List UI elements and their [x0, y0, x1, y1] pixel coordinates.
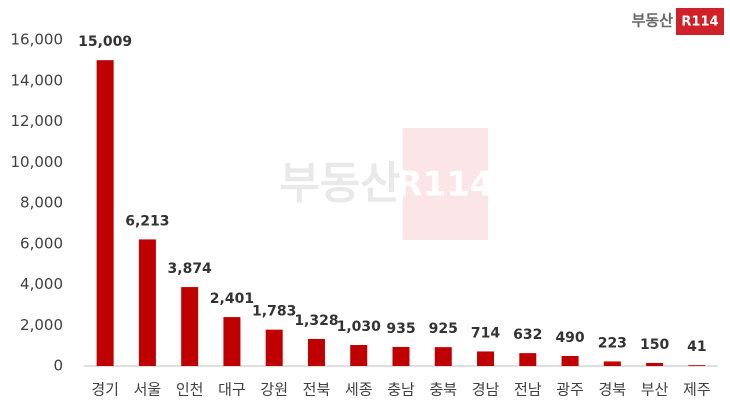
x-tick-label: 경남 — [472, 381, 500, 399]
bar — [603, 361, 621, 366]
x-tick-label: 서울 — [134, 381, 162, 399]
value-label: 2,401 — [210, 291, 254, 307]
x-tick-label: 광주 — [556, 381, 584, 399]
watermark-badge — [403, 128, 488, 240]
x-tick-label: 충남 — [387, 381, 415, 399]
bar — [519, 353, 537, 366]
watermark-badge-text: R114 — [396, 165, 493, 205]
watermark-text: 부동산 — [279, 158, 400, 209]
bar — [223, 317, 241, 366]
logo-badge — [676, 8, 724, 35]
y-tick-label: 4,000 — [20, 275, 63, 293]
value-label: 632 — [513, 327, 542, 343]
y-tick-label: 16,000 — [11, 31, 64, 49]
value-label: 490 — [555, 330, 584, 346]
logo-text: 부동산 — [632, 12, 674, 30]
x-tick-label: 경기 — [91, 381, 119, 399]
bar — [646, 362, 664, 366]
bar — [265, 329, 283, 366]
bar — [96, 60, 114, 367]
bar — [434, 347, 452, 366]
value-label: 1,030 — [337, 319, 382, 335]
watermark: 부동산 R114 — [279, 128, 494, 240]
value-label: 925 — [429, 321, 458, 337]
y-tick-label: 12,000 — [11, 112, 64, 130]
value-label: 1,328 — [294, 313, 338, 329]
x-tick-label: 강원 — [260, 381, 288, 399]
x-tick-label: 경북 — [599, 381, 627, 399]
bar — [350, 345, 368, 366]
x-tick-label: 제주 — [683, 381, 711, 399]
y-tick-label: 0 — [53, 357, 63, 375]
value-label: 41 — [687, 339, 706, 355]
bar — [688, 365, 706, 366]
bar — [392, 346, 410, 366]
logo-badge-text: R114 — [681, 15, 718, 30]
x-tick-label: 대구 — [218, 381, 246, 399]
x-tick-label: 세종 — [345, 381, 373, 399]
bar — [307, 338, 325, 366]
value-label: 1,783 — [252, 304, 296, 320]
value-label: 714 — [471, 325, 500, 341]
y-tick-label: 6,000 — [20, 234, 63, 252]
x-tick-label: 전북 — [303, 381, 331, 399]
value-label: 223 — [598, 335, 627, 351]
x-tick-label: 인천 — [176, 381, 204, 399]
bar — [477, 351, 495, 366]
value-label: 935 — [386, 321, 415, 337]
bar — [181, 287, 199, 366]
y-tick-label: 10,000 — [11, 153, 64, 171]
value-label: 6,213 — [125, 213, 169, 229]
bar — [561, 356, 579, 366]
value-label: 150 — [640, 337, 669, 353]
bar — [138, 239, 156, 366]
y-tick-label: 8,000 — [20, 194, 63, 212]
y-tick-label: 2,000 — [20, 316, 63, 334]
value-label: 15,009 — [78, 34, 132, 50]
x-tick-label: 충북 — [429, 381, 457, 399]
y-tick-label: 14,000 — [11, 71, 64, 89]
value-label: 3,874 — [168, 261, 213, 277]
x-tick-label: 전남 — [514, 381, 542, 399]
x-tick-label: 부산 — [641, 381, 669, 399]
